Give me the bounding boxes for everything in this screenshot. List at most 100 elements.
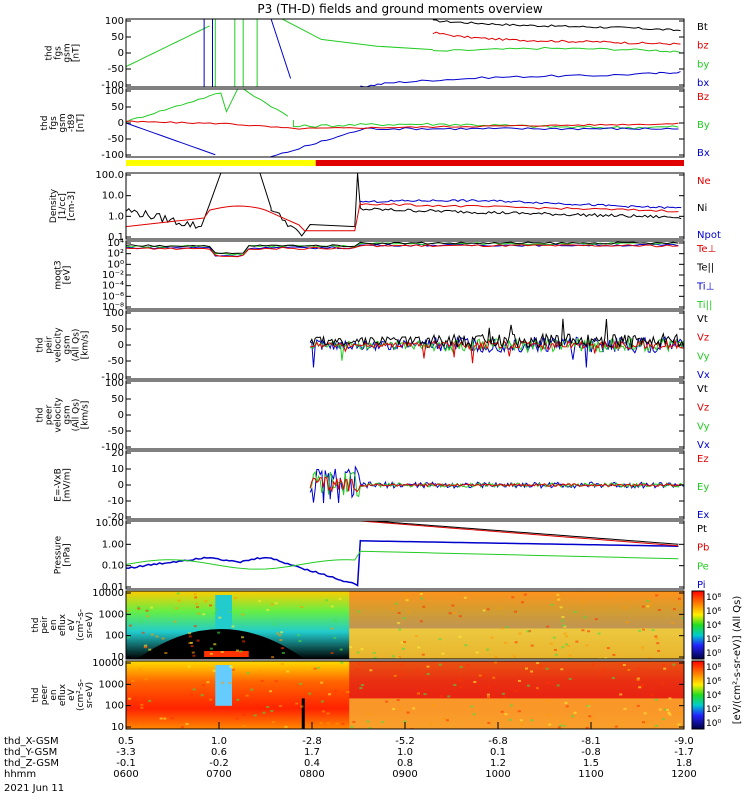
heatmap-cell xyxy=(547,714,551,717)
y-label-line: en xyxy=(49,619,59,630)
heatmap-cell xyxy=(202,613,206,616)
heatmap-cell xyxy=(564,701,568,704)
heatmap-cell xyxy=(391,655,395,658)
plot-area-efield xyxy=(309,465,684,504)
colorbar-label: [eV/(cm²-s-sr-eV)] (All Qs) xyxy=(732,596,743,725)
y-tick-label: -100 xyxy=(101,150,124,161)
x-row-value: 1200 xyxy=(671,769,696,780)
legend-fgs-gsm-1: bz xyxy=(697,41,709,52)
y-label-line: sr-eV) xyxy=(85,682,95,708)
panel-fgs-gsm-t89: 100 50 0 -50 -100 thd fgs gsm -t89 [nT] Bz By Bx xyxy=(40,86,710,161)
heatmap-cell xyxy=(653,726,657,729)
heatmap-cell xyxy=(536,662,540,665)
y-tick-label: -100 xyxy=(101,372,124,383)
heatmap-cell xyxy=(250,688,254,691)
heatmap-cell xyxy=(426,673,430,676)
heatmap-cell xyxy=(271,656,275,659)
heatmap-cell xyxy=(209,604,213,607)
heatmap-cell xyxy=(341,722,345,725)
heatmap-cell xyxy=(486,695,490,698)
heatmap-cell xyxy=(464,644,468,647)
heatmap-cell xyxy=(438,638,442,641)
x-row-value: 0600 xyxy=(113,769,138,780)
heatmap-cell xyxy=(458,615,462,618)
heatmap-cell xyxy=(196,606,200,609)
heatmap-cell xyxy=(210,708,214,711)
heatmap-cell xyxy=(200,727,204,729)
legend-pressure-0: Pt xyxy=(697,524,707,535)
y-label-line: [nPa] xyxy=(63,543,73,566)
heatmap-cell xyxy=(523,593,527,596)
heatmap-cell xyxy=(622,606,626,609)
y-tick-label: 0 xyxy=(118,480,124,491)
y-tick-label: 0 xyxy=(118,118,124,129)
y-tick-label: 100.0 xyxy=(95,170,124,181)
heatmap-cell xyxy=(242,640,246,643)
heatmap-cell xyxy=(281,651,285,654)
x-row-value: -8.1 xyxy=(581,736,601,747)
y-tick-label: 0.1 xyxy=(108,232,124,243)
heatmap-cell xyxy=(372,652,376,655)
y-tick-label: 1000 xyxy=(99,679,124,690)
heatmap-cell xyxy=(672,663,676,666)
heatmap-cell xyxy=(682,623,684,626)
heatmap-cell xyxy=(530,719,534,722)
x-row-value: 1.0 xyxy=(397,747,413,758)
heatmap-cell xyxy=(438,663,442,666)
series-temp-3 xyxy=(126,244,679,258)
heatmap-cell xyxy=(501,692,505,695)
heatmap-cell xyxy=(410,727,414,729)
heatmap-cell xyxy=(565,705,569,708)
x-row-value: 1000 xyxy=(485,769,510,780)
heatmap-cell xyxy=(241,613,245,616)
heatmap-cell xyxy=(189,693,193,696)
colorbar-tick: 10² xyxy=(706,705,721,715)
heatmap-cell xyxy=(487,721,491,724)
heatmap-cell xyxy=(352,720,356,723)
y-label-line: thd xyxy=(40,116,50,131)
quality-segment-0 xyxy=(126,160,316,166)
heatmap-cell xyxy=(402,617,406,620)
heatmap-cell xyxy=(598,657,602,659)
y-label-line: thd xyxy=(36,408,46,423)
panel-peir-velocity: 100 50 0 -50 -100 thd peir velocity gsm (All Qs)[… xyxy=(36,308,710,383)
y-label-line: gsm xyxy=(58,113,68,132)
heatmap-cell xyxy=(397,611,401,614)
heatmap-cell xyxy=(279,704,283,707)
heatmap-cell xyxy=(320,681,324,684)
heatmap-cell xyxy=(197,612,201,615)
heatmap-cell xyxy=(504,713,508,716)
heatmap-cell xyxy=(330,627,334,630)
heatmap-cell xyxy=(235,717,239,720)
heatmap-cell xyxy=(422,605,426,608)
heatmap-cell xyxy=(280,631,284,634)
colorbar-0 xyxy=(691,590,705,660)
heatmap-cell xyxy=(194,596,198,599)
y-tick-label: 100 xyxy=(105,308,124,319)
heatmap-cell xyxy=(213,612,217,615)
heatmap-cell xyxy=(586,704,590,707)
y-tick-label: 100 xyxy=(105,378,124,389)
heatmap-cell xyxy=(451,604,455,607)
y-tick-label: 0 xyxy=(118,48,124,59)
heatmap-cell xyxy=(606,647,610,650)
heatmap-cell xyxy=(619,693,623,696)
legend-efield-0: Ez xyxy=(697,454,709,465)
heatmap-cell xyxy=(636,678,640,681)
plot-area-pressure xyxy=(126,521,679,587)
heatmap-cell xyxy=(486,608,490,611)
heatmap-cell xyxy=(646,605,650,608)
y-tick-label: 10 xyxy=(111,464,124,475)
heatmap-cell xyxy=(565,643,569,646)
heatmap-cell xyxy=(405,599,409,602)
heatmap-cell xyxy=(233,596,237,599)
heatmap-cell xyxy=(229,666,233,669)
heatmap-cell xyxy=(545,667,549,670)
heatmap-cell xyxy=(518,632,522,635)
y-label-line: gsm xyxy=(63,43,73,62)
heatmap-cell xyxy=(588,715,592,718)
heatmap-cell xyxy=(357,662,361,665)
heatmap-cell xyxy=(235,649,239,652)
y-label-line: thd xyxy=(31,688,41,703)
plot-area-peir-velocity xyxy=(309,318,684,368)
